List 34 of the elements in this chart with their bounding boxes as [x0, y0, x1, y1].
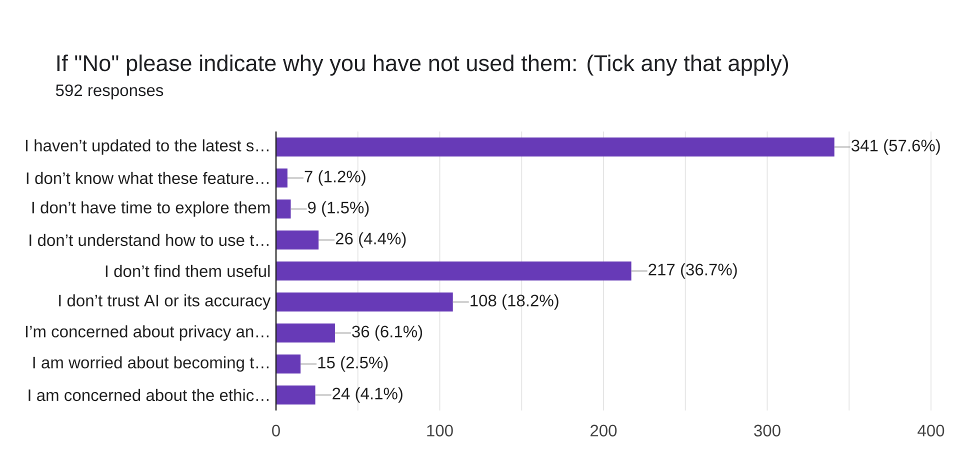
bar [276, 168, 288, 188]
bar [276, 261, 632, 280]
bar [276, 385, 316, 404]
y-tick-label: I am concerned about the ethic… [28, 388, 268, 402]
bar [276, 199, 291, 218]
data-label: 341 (57.6%) [852, 139, 940, 155]
data-label: 26 (4.4%) [336, 232, 406, 248]
x-tick-label: 0 [272, 424, 280, 436]
bar [276, 292, 453, 312]
data-label: 217 (36.7%) [648, 263, 737, 279]
data-label: 7 (1.2%) [304, 170, 366, 186]
y-tick-label: I am worried about becoming t… [33, 356, 268, 372]
x-tick-label: 100 [427, 424, 453, 436]
data-label: 36 (6.1%) [352, 325, 422, 341]
text: 592 responses [56, 84, 164, 100]
y-tick-label: I’m concerned about privacy an… [26, 325, 268, 341]
bar [276, 230, 319, 250]
data-label: 9 (1.5%) [308, 201, 369, 217]
y-tick-label: I don’t have time to explore them [32, 201, 270, 217]
bar [276, 354, 301, 374]
x-tick-label: 400 [918, 424, 944, 436]
bar [276, 323, 335, 342]
bar [276, 137, 834, 156]
data-label: 24 (4.1%) [332, 387, 402, 403]
y-tick-label: I haven’t updated to the latest s… [26, 139, 268, 155]
y-tick-label: I don’t find them useful [106, 264, 270, 278]
data-label: 108 (18.2%) [470, 294, 558, 310]
chart-title: If "No" please indicate why you have not used them: (Tick any that apply) [57, 54, 788, 76]
y-tick-label: I don’t trust AI or its accuracy [59, 294, 271, 310]
y-tick-label: I don’t know what these feature… [26, 172, 268, 184]
y-tick-label: I don’t understand how to use t… [30, 234, 268, 246]
x-tick-label: 200 [590, 424, 617, 436]
data-label: 15 (2.5%) [318, 356, 388, 372]
x-tick-label: 300 [754, 424, 780, 436]
